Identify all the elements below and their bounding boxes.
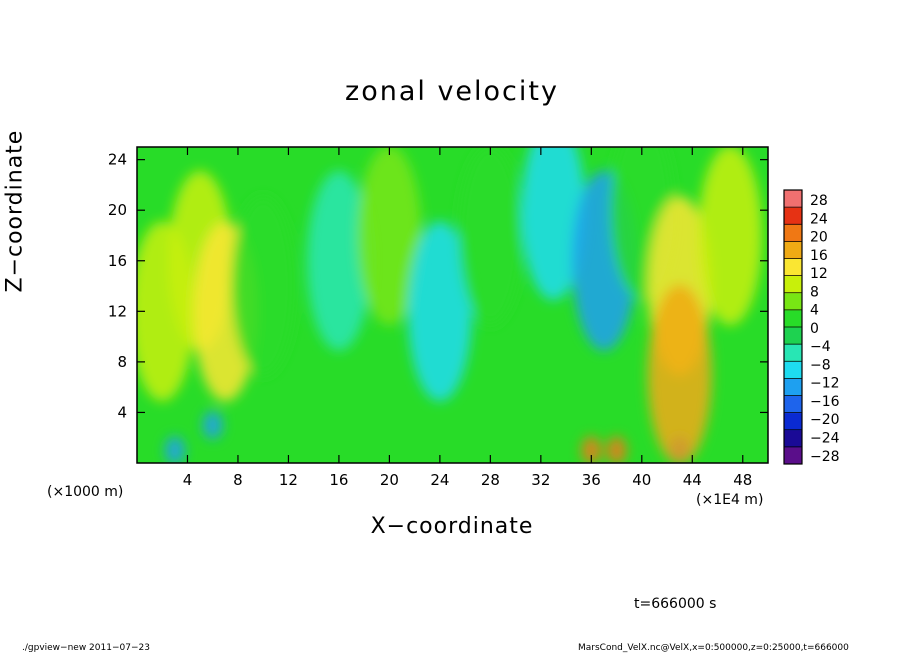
heatmap-region (647, 284, 712, 463)
heatmap-region (164, 436, 185, 463)
colorbar-swatch (784, 429, 802, 448)
x-axis-label: X−coordinate (370, 514, 534, 539)
time-label: t=666000 s (634, 596, 717, 612)
heatmap-region (306, 170, 371, 351)
colorbar-swatch (784, 207, 802, 225)
plot-frame (136, 146, 769, 464)
colorbar-swatch (784, 309, 802, 328)
colorbar-label: 16 (810, 248, 828, 264)
colorbar-swatch (784, 344, 802, 362)
colorbar-swatch (784, 378, 802, 396)
colorbar-label: −24 (810, 431, 840, 447)
footer-left: ./gpview−new 2011−07−23 (22, 643, 150, 653)
y-tick-label: 16 (108, 252, 127, 270)
colorbar-label: −4 (810, 339, 831, 355)
colorbar-swatch (784, 258, 802, 277)
y-tick-label: 4 (117, 403, 127, 421)
y-tick-label: 20 (108, 201, 127, 219)
colorbar-swatch (784, 446, 802, 465)
colorbar-label: 0 (810, 321, 819, 337)
y-tick-label: 24 (108, 151, 127, 169)
colorbar-swatch (784, 275, 802, 294)
footer-right: MarsCond_VelX.nc@VelX,x=0:500000,z=0:250… (578, 643, 849, 653)
colorbar-swatch (784, 224, 802, 242)
colorbar-label: 4 (810, 303, 819, 319)
heatmap-region (521, 147, 586, 301)
heatmap-region (357, 147, 422, 326)
colorbar-label: 24 (810, 211, 828, 227)
heatmap-region (202, 411, 223, 440)
x-tick-label: 4 (183, 471, 193, 489)
colorbar-label: −20 (810, 412, 840, 428)
colorbar-swatch (784, 361, 802, 379)
heatmap-region (407, 221, 472, 402)
colorbar-label: −12 (810, 376, 840, 392)
colorbar-label: −16 (810, 394, 840, 410)
heatmap-field (137, 147, 768, 463)
colorbar-label: 20 (810, 230, 828, 246)
x-tick-label: 16 (329, 471, 348, 489)
y-axis-label: Z−coordinate (2, 129, 28, 293)
colorbar-label: 8 (810, 284, 819, 300)
x-tick-label: 12 (279, 471, 298, 489)
x-unit-label-right: (×1E4 m) (696, 492, 764, 508)
colorbar-label: −28 (810, 449, 840, 465)
colorbar-swatch (784, 327, 802, 345)
x-tick-label: 8 (233, 471, 243, 489)
heatmap-region (458, 147, 523, 326)
heatmap-region (581, 436, 602, 463)
heatmap-region (606, 436, 627, 463)
x-tick-label: 48 (733, 471, 752, 489)
colorbar-label: 12 (810, 266, 828, 282)
x-tick-label: 40 (632, 471, 651, 489)
x-tick-label: 20 (380, 471, 399, 489)
colorbar-swatch (784, 395, 802, 414)
y-tick-label: 12 (108, 302, 127, 320)
x-unit-label: (×1000 m) (47, 484, 124, 500)
heatmap-region (231, 196, 296, 377)
colorbar-swatch (784, 241, 802, 259)
x-tick-label: 24 (430, 471, 449, 489)
x-tick-label: 32 (531, 471, 550, 489)
x-tick-label: 44 (683, 471, 702, 489)
heatmap-region (698, 147, 763, 326)
x-tick-label: 28 (481, 471, 500, 489)
colorbar-label: −8 (810, 357, 831, 373)
colorbar-label: 28 (810, 193, 828, 209)
colorbar-swatch (784, 292, 802, 311)
chart-title: zonal velocity (345, 76, 559, 107)
y-tick-label: 8 (117, 353, 127, 371)
colorbar-swatch (784, 412, 802, 431)
x-tick-label: 36 (582, 471, 601, 489)
colorbar-swatch (784, 190, 802, 208)
